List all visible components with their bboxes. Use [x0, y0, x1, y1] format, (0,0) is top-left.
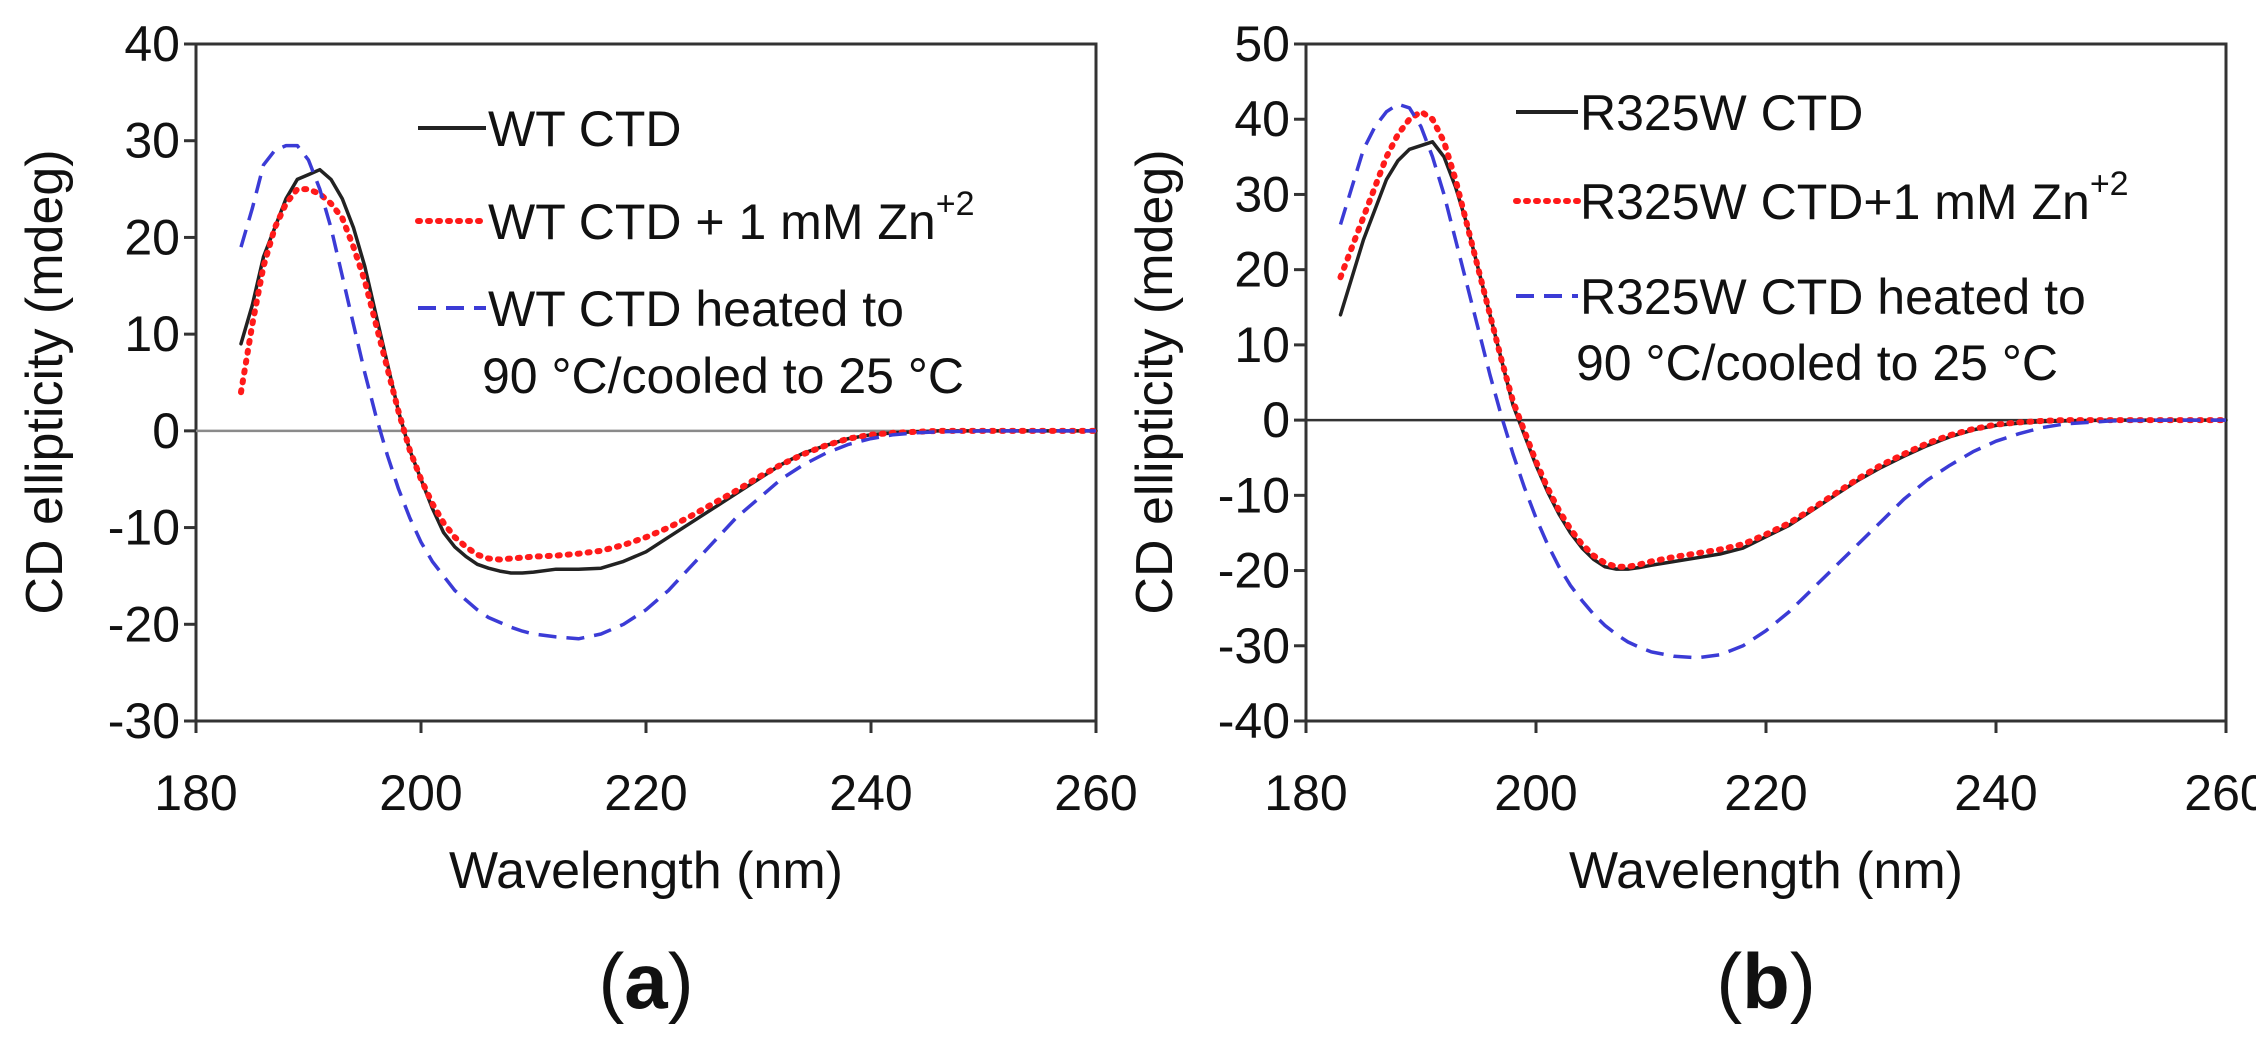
x-tick-label: 200: [1494, 765, 1577, 821]
series-line-a-1: [238, 186, 1099, 563]
legend-label-wt-ctd-zn-sup: +2: [936, 185, 975, 223]
legend-label-r325w-ctd-heated-line1: R325W CTD heated to: [1580, 269, 2086, 325]
y-ticks-b: -40 -30 -20 -10 0 10 20 30 40 50: [1218, 16, 1306, 749]
y-tick-label: -20: [1218, 543, 1290, 599]
x-ticks-a: 180 200 220 240 260: [154, 721, 1138, 821]
x-tick-label: 240: [829, 765, 912, 821]
x-ticks-b: 180 200 220 240 260: [1264, 721, 2256, 821]
legend-label-wt-ctd-zn: WT CTD + 1 mM Zn+2: [488, 185, 974, 250]
y-tick-label: 50: [1234, 16, 1290, 72]
series-line-a-2: [239, 143, 1096, 641]
legend-label-r325w-ctd-heated-line2: 90 °C/cooled to 25 °C: [1576, 335, 2058, 391]
legend-label-wt-ctd-zn-main: WT CTD + 1 mM Zn: [488, 194, 936, 250]
y-ticks-a: -30 -20 -10 0 10 20 30 40: [108, 16, 196, 749]
series-layer-b: [1337, 102, 2229, 660]
x-tick-label: 240: [1954, 765, 2037, 821]
y-tick-label: -20: [108, 596, 180, 652]
y-tick-label: -10: [1218, 467, 1290, 523]
series-line-b-2: [1338, 102, 2226, 660]
legend-label-wt-ctd-heated-line2: 90 °C/cooled to 25 °C: [482, 348, 964, 404]
legend-label-wt-ctd: WT CTD: [488, 101, 681, 157]
y-axis-title-b: CD ellipticity (mdeg): [1126, 149, 1184, 614]
y-tick-label: 0: [152, 403, 180, 459]
y-tick-label: 10: [1234, 317, 1290, 373]
x-tick-label: 180: [154, 765, 237, 821]
y-tick-label: -30: [108, 693, 180, 749]
y-axis-title-a: CD ellipticity (mdeg): [16, 149, 74, 614]
x-tick-label: 180: [1264, 765, 1347, 821]
x-tick-label: 260: [2184, 765, 2256, 821]
panel-letter-a: a: [624, 937, 668, 1025]
plot-area-b: [1304, 42, 2228, 723]
y-tick-label: 30: [1234, 166, 1290, 222]
y-tick-label: -10: [108, 500, 180, 556]
y-tick-label: 10: [124, 306, 180, 362]
legend-label-r325w-ctd-zn: R325W CTD+1 mM Zn+2: [1580, 165, 2129, 230]
y-tick-label: 40: [1234, 91, 1290, 147]
series-line-b-1: [1337, 108, 2229, 570]
x-axis-title-a: Wavelength (nm): [449, 842, 843, 900]
y-tick-label: 40: [124, 16, 180, 72]
x-axis-title-b: Wavelength (nm): [1569, 842, 1963, 900]
legend-a: WT CTD WT CTD + 1 mM Zn+2 WT CTD heated …: [415, 101, 974, 404]
legend-label-r325w-ctd-zn-main: R325W CTD+1 mM Zn: [1580, 174, 2090, 230]
x-tick-label: 220: [1724, 765, 1807, 821]
x-tick-label: 260: [1054, 765, 1137, 821]
legend-label-wt-ctd-heated-line1: WT CTD heated to: [488, 281, 904, 337]
legend-b: R325W CTD R325W CTD+1 mM Zn+2 R325W CTD …: [1513, 85, 2129, 391]
y-tick-label: 20: [1234, 242, 1290, 298]
panel-label-b: (b): [1716, 937, 1816, 1025]
panel-label-a: (a): [598, 937, 693, 1025]
legend-label-r325w-ctd-zn-sup: +2: [2090, 165, 2129, 203]
y-tick-label: -30: [1218, 618, 1290, 674]
y-tick-label: 30: [124, 113, 180, 169]
series-line-a-0: [239, 167, 1098, 575]
x-tick-label: 220: [604, 765, 687, 821]
x-tick-label: 200: [379, 765, 462, 821]
y-tick-label: 0: [1262, 392, 1290, 448]
panel-a: -30 -20 -10 0 10 20 30 40 180 200 220 240 260 CD el…: [16, 16, 1138, 1025]
legend-label-r325w-ctd: R325W CTD: [1580, 85, 1863, 141]
series-layer-a: [238, 143, 1099, 641]
y-tick-label: 20: [124, 209, 180, 265]
panel-letter-b: b: [1742, 937, 1790, 1025]
y-tick-label: -40: [1218, 693, 1290, 749]
